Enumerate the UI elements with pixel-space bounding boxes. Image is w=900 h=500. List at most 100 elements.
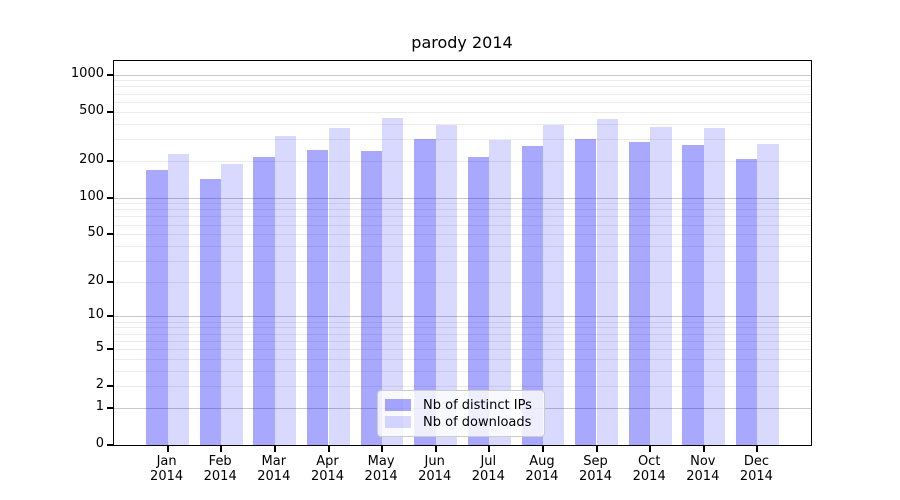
- y-tick-mark: [107, 385, 114, 388]
- x-tick-month: Jun: [424, 454, 445, 469]
- y-tick-mark: [107, 159, 114, 162]
- x-tick-mark: [220, 446, 223, 452]
- x-tick-mark: [434, 446, 437, 452]
- gridline-minor: [114, 160, 811, 162]
- x-tick-year: 2014: [310, 469, 345, 484]
- bar-downloads-dec: [757, 143, 779, 445]
- bar-downloads-aug: [542, 124, 565, 445]
- bar-distinct-ips-dec: [735, 158, 758, 445]
- x-tick-year: 2014: [525, 469, 559, 484]
- gridline-minor: [114, 80, 811, 82]
- y-tick-label: 500: [79, 102, 104, 118]
- gridline-major: [114, 197, 811, 199]
- gridline-minor: [114, 111, 811, 113]
- y-tick-mark: [107, 110, 114, 113]
- x-tick-mark: [649, 446, 652, 452]
- bar-downloads-mar: [274, 136, 297, 445]
- x-tick-month: Jan: [156, 454, 177, 469]
- y-tick-label: 20: [87, 272, 104, 288]
- bar-distinct-ips-mar: [253, 156, 275, 445]
- gridline-minor: [114, 138, 811, 140]
- gridline-minor: [114, 321, 811, 323]
- gridline-minor: [114, 86, 811, 88]
- x-tick-mark: [381, 446, 384, 452]
- x-tick-label: Jul 2014: [458, 454, 518, 484]
- gridline-minor: [114, 216, 811, 218]
- x-tick-label: Sep 2014: [566, 454, 626, 484]
- x-tick-year: 2014: [739, 469, 773, 484]
- gridline-minor: [114, 224, 811, 226]
- gridline-minor: [114, 123, 811, 125]
- x-tick-year: 2014: [578, 469, 613, 484]
- gridline-minor: [114, 234, 811, 236]
- x-tick-month: May: [367, 454, 395, 469]
- y-tick-mark: [107, 347, 114, 350]
- x-tick-mark: [702, 446, 705, 452]
- x-tick-year: 2014: [632, 469, 666, 484]
- gridline-minor: [114, 358, 811, 360]
- x-tick-year: 2014: [150, 469, 184, 484]
- y-tick-label: 10: [87, 307, 104, 323]
- bar-distinct-ips-apr: [307, 150, 329, 445]
- bar-distinct-ips-sep: [575, 139, 597, 445]
- legend-entry: Nb of downloads: [385, 414, 536, 430]
- gridline-minor: [114, 333, 811, 335]
- legend-swatch-downloads: [385, 416, 411, 428]
- y-tick-mark: [107, 233, 114, 236]
- gridline-major: [114, 74, 811, 76]
- gridline-minor: [114, 93, 811, 95]
- y-tick-label: 100: [79, 188, 104, 204]
- gridline-minor: [114, 327, 811, 329]
- bar-downloads-nov: [703, 127, 726, 445]
- legend-label: Nb of distinct IPs: [423, 397, 532, 413]
- legend-entry: Nb of distinct IPs: [385, 397, 536, 413]
- y-tick-mark: [107, 280, 114, 283]
- x-tick-year: 2014: [471, 469, 505, 484]
- y-tick-mark: [107, 315, 114, 318]
- gridline-minor: [114, 101, 811, 103]
- x-tick-label: Feb 2014: [190, 454, 250, 484]
- bar-downloads-feb: [221, 164, 243, 445]
- gridline-minor: [114, 281, 811, 283]
- bar-downloads-jan: [167, 153, 189, 445]
- y-tick-mark: [107, 196, 114, 199]
- x-tick-month: Jul: [480, 454, 497, 469]
- y-tick-mark: [107, 406, 114, 409]
- x-tick-label: May 2014: [351, 454, 411, 484]
- x-tick-mark: [756, 446, 759, 452]
- bar-distinct-ips-oct: [628, 141, 651, 445]
- bar-distinct-ips-aug: [521, 146, 543, 445]
- bar-distinct-ips-jul: [467, 156, 490, 445]
- x-tick-label: Mar 2014: [244, 454, 304, 484]
- legend-swatch-distinct-ips: [385, 399, 411, 411]
- gridline-minor: [114, 209, 811, 211]
- gridline-minor: [114, 260, 811, 262]
- x-tick-mark: [488, 446, 491, 452]
- bar-distinct-ips-may: [360, 150, 382, 445]
- bar-distinct-ips-feb: [199, 178, 222, 445]
- x-tick-year: 2014: [203, 469, 237, 484]
- x-tick-label: Jan 2014: [137, 454, 197, 484]
- x-tick-month: Aug: [529, 454, 555, 469]
- x-tick-year: 2014: [257, 469, 291, 484]
- chart-title: parody 2014: [411, 33, 513, 52]
- gridline-minor: [114, 203, 811, 205]
- x-tick-label: Nov 2014: [673, 454, 733, 484]
- gridline-minor: [114, 386, 811, 388]
- x-tick-month: Mar: [261, 454, 287, 469]
- x-tick-mark: [273, 446, 276, 452]
- plot-area: [113, 60, 812, 446]
- bar-downloads-jul: [489, 140, 511, 445]
- bar-downloads-may: [382, 118, 404, 445]
- legend-label: Nb of downloads: [423, 414, 532, 430]
- gridline-minor: [114, 340, 811, 342]
- bar-downloads-oct: [650, 127, 672, 445]
- x-tick-label: Oct 2014: [619, 454, 679, 484]
- x-tick-month: Dec: [743, 454, 769, 469]
- x-tick-year: 2014: [418, 469, 452, 484]
- x-tick-mark: [541, 446, 544, 452]
- y-tick-label: 0: [95, 436, 104, 451]
- bar-downloads-jun: [435, 124, 458, 445]
- x-tick-month: Feb: [208, 454, 232, 469]
- gridline-minor: [114, 348, 811, 350]
